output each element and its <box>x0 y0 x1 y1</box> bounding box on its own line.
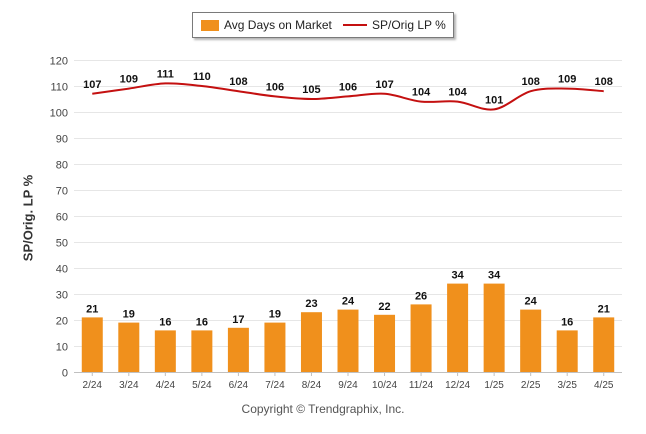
bar-value-label: 22 <box>378 301 390 313</box>
bar-value-label: 34 <box>488 270 501 282</box>
line-series <box>92 82 604 111</box>
line-value-label: 108 <box>595 76 613 88</box>
bar-value-label: 19 <box>269 309 281 321</box>
bar <box>556 330 578 372</box>
bar <box>410 304 432 372</box>
bar <box>191 330 213 372</box>
bar-swatch-icon <box>201 19 219 31</box>
bar-series <box>81 283 615 372</box>
x-tick-label: 12/24 <box>445 380 470 391</box>
bar <box>447 283 469 372</box>
x-tick-label: 3/24 <box>119 380 139 391</box>
legend-item-bars[interactable]: Avg Days on Market <box>201 18 332 32</box>
line-value-label: 101 <box>485 94 503 106</box>
y-tick-label: 30 <box>56 290 68 302</box>
bar-data-labels: 21 19 16 16 17 19 23 24 22 26 34 34 24 16 21 <box>86 270 610 329</box>
bar-value-label: 16 <box>196 316 208 328</box>
line-value-label: 106 <box>266 81 284 93</box>
x-tick-label: 6/24 <box>229 380 249 391</box>
x-tick-label: 11/24 <box>409 380 434 391</box>
y-tick-label: 100 <box>50 108 68 120</box>
line-value-label: 108 <box>229 76 247 88</box>
line-value-label: 104 <box>448 87 467 99</box>
x-tick-label: 4/24 <box>156 380 176 391</box>
bar-value-label: 34 <box>451 270 464 282</box>
bar <box>154 330 176 372</box>
gridlines <box>74 60 622 373</box>
y-tick-label: 110 <box>50 82 68 94</box>
bar-value-label: 24 <box>525 296 538 308</box>
x-tick-label: 10/24 <box>372 380 397 391</box>
line-value-label: 107 <box>375 79 393 91</box>
bar <box>337 309 359 372</box>
x-tick-label: 1/25 <box>484 380 504 391</box>
line-swatch-icon <box>343 24 367 26</box>
legend-item-line[interactable]: SP/Orig LP % <box>343 18 446 32</box>
line-value-label: 105 <box>302 84 320 96</box>
bar-value-label: 17 <box>232 314 244 326</box>
y-axis-title: SP/Orig. LP % <box>20 174 36 262</box>
x-tick-label: 7/24 <box>265 380 285 391</box>
bar <box>374 314 396 372</box>
bar <box>227 327 249 372</box>
copyright-text: Copyright © Trendgraphix, Inc. <box>241 402 405 416</box>
line-value-label: 104 <box>412 87 431 99</box>
y-tick-label: 70 <box>56 186 68 198</box>
bar <box>483 283 505 372</box>
x-axis-ticks: 2/24 3/24 4/24 5/24 6/24 7/24 8/24 9/24 10/24 11/… <box>83 372 614 391</box>
bar-value-label: 21 <box>86 303 98 315</box>
legend-bar-label: Avg Days on Market <box>224 18 332 32</box>
line-data-labels: 107 109 111 110 108 106 105 106 107 104 104 101 108 1… <box>83 68 613 106</box>
line-value-label: 111 <box>157 68 174 80</box>
bar-value-label: 23 <box>305 298 317 310</box>
x-tick-label: 5/24 <box>192 380 212 391</box>
line-value-label: 108 <box>521 76 539 88</box>
x-tick-label: 8/24 <box>302 380 322 391</box>
bar-value-label: 16 <box>561 316 573 328</box>
line-value-label: 109 <box>120 74 138 86</box>
line-value-label: 106 <box>339 81 357 93</box>
x-tick-label: 9/24 <box>338 380 358 391</box>
bar <box>118 322 140 372</box>
bar-value-label: 21 <box>598 303 610 315</box>
x-tick-label: 2/24 <box>83 380 103 391</box>
y-tick-label: 90 <box>56 134 68 146</box>
bar-value-label: 19 <box>123 309 135 321</box>
bar-value-label: 16 <box>159 316 171 328</box>
bar <box>300 312 322 372</box>
bar <box>264 322 286 372</box>
bar <box>520 309 542 372</box>
series-line <box>92 82 604 111</box>
y-tick-label: 50 <box>56 238 68 250</box>
line-value-label: 107 <box>83 79 101 91</box>
bar-value-label: 24 <box>342 296 355 308</box>
line-value-label: 110 <box>193 71 211 83</box>
y-tick-label: 10 <box>56 342 68 354</box>
y-tick-label: 40 <box>56 264 68 276</box>
x-tick-label: 4/25 <box>594 380 614 391</box>
bar <box>593 317 615 372</box>
y-axis-ticks: 0 10 20 30 40 50 60 70 80 90 100 110 120 <box>50 56 68 380</box>
x-tick-label: 2/25 <box>521 380 541 391</box>
y-tick-label: 120 <box>50 56 68 68</box>
legend: Avg Days on Market SP/Orig LP % <box>192 12 454 38</box>
legend-line-label: SP/Orig LP % <box>372 18 446 32</box>
line-value-label: 109 <box>558 74 576 86</box>
y-tick-label: 20 <box>56 316 68 328</box>
bar <box>81 317 103 372</box>
y-tick-label: 60 <box>56 212 68 224</box>
y-tick-label: 80 <box>56 160 68 172</box>
bar-value-label: 26 <box>415 290 427 302</box>
x-tick-label: 3/25 <box>557 380 577 391</box>
y-tick-label: 0 <box>62 368 68 380</box>
